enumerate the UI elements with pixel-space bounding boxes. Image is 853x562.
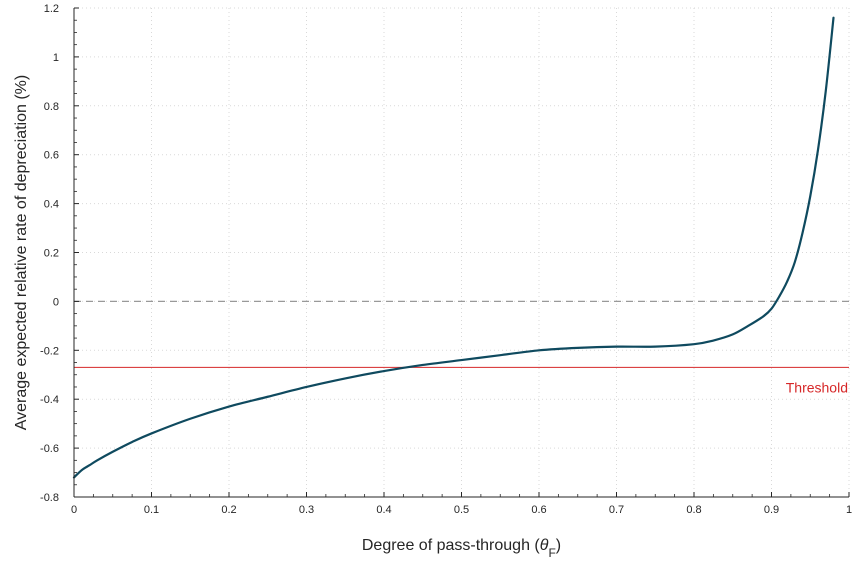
y-tick-label: -0.4 — [40, 394, 59, 406]
y-tick-label: 1.2 — [44, 3, 59, 15]
x-axis-title: Degree of pass-through (θF) — [362, 537, 561, 560]
series-line — [72, 16, 835, 479]
y-tick-label: -0.6 — [40, 443, 59, 455]
x-tick-label: 0.3 — [299, 504, 314, 516]
x-tick-label: 0.5 — [454, 504, 469, 516]
y-tick-label: 0.4 — [44, 199, 59, 211]
x-axis-title-subscript: F — [548, 546, 555, 560]
y-axis-title: Average expected relative rate of deprec… — [13, 75, 30, 430]
reference-lines — [74, 300, 849, 368]
y-tick-label: 0.8 — [44, 101, 59, 113]
x-tick-label: 1 — [846, 504, 852, 516]
x-tick-label: 0.8 — [686, 504, 701, 516]
y-tick-label: 0.2 — [44, 248, 59, 260]
x-tick-label: 0.2 — [221, 504, 236, 516]
x-tick-label: 0.7 — [609, 504, 624, 516]
x-tick-label: 0.1 — [144, 504, 159, 516]
y-tick-label: 0.6 — [44, 150, 59, 162]
y-tick-label: -0.2 — [40, 345, 59, 357]
threshold-label: Threshold — [786, 379, 848, 395]
x-tick-label: 0 — [71, 504, 77, 516]
y-tick-label: 0 — [53, 296, 59, 308]
y-ticks: -0.8 -0.6 -0.4 -0.2 0 0.2 0.4 0.6 0.8 1 1.2 — [40, 3, 79, 504]
grid — [74, 7, 850, 497]
x-axis-title-symbol: θ — [540, 537, 549, 554]
x-axis-title-prefix: Degree of pass-through ( — [362, 537, 541, 554]
y-tick-label: 1 — [53, 52, 59, 64]
x-tick-label: 0.4 — [376, 504, 391, 516]
x-ticks: 0 0.1 0.2 0.3 0.4 0.5 0.6 0.7 0.8 0.9 1 — [71, 492, 852, 516]
x-tick-label: 0.9 — [764, 504, 779, 516]
y-tick-label: -0.8 — [40, 492, 59, 504]
x-axis-title-suffix: ) — [556, 537, 561, 554]
x-tick-label: 0.6 — [531, 504, 546, 516]
series-layer — [72, 16, 835, 479]
